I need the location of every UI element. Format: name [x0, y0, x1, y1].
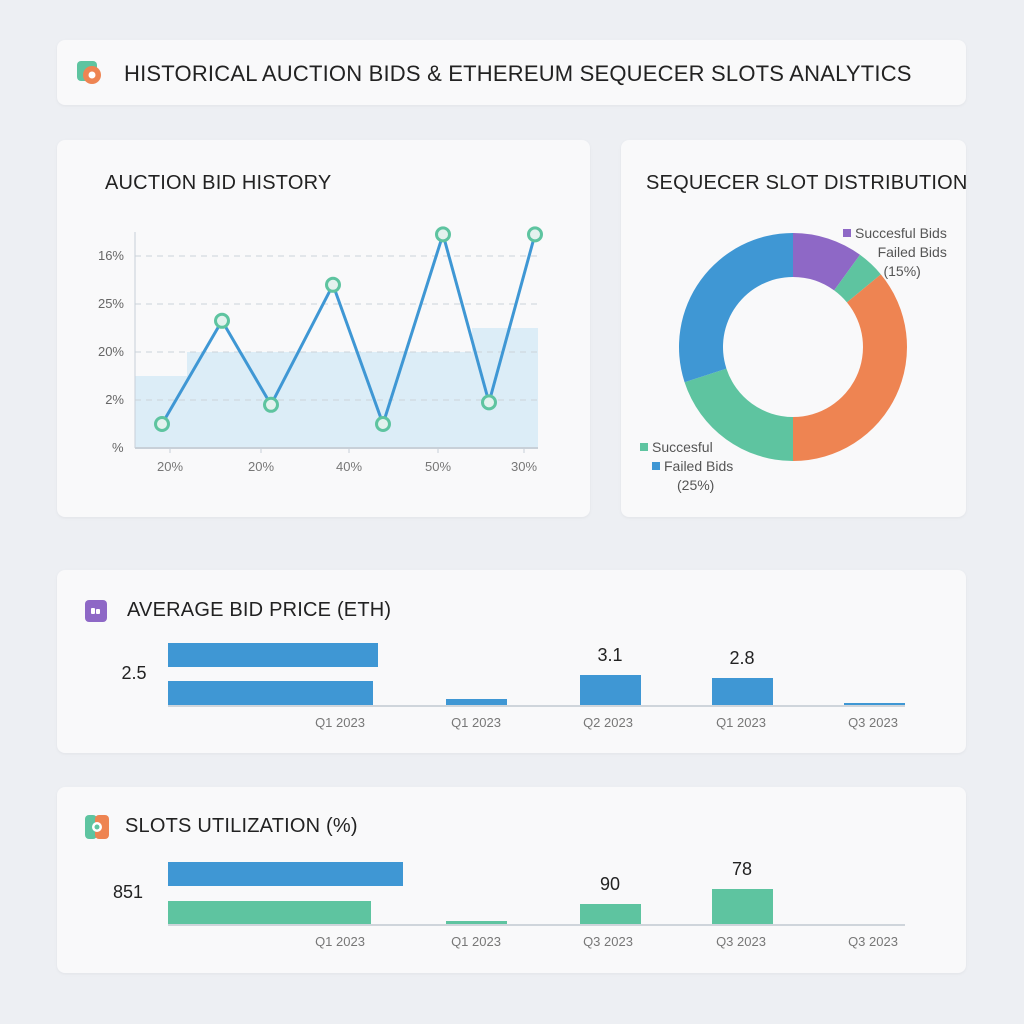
slots-x-label: Q3 2023	[716, 934, 766, 949]
y-tick-label: 25%	[97, 296, 124, 311]
legend-top: Succesful Bids Failed Bids (15%)	[843, 224, 947, 281]
data-point	[154, 416, 170, 432]
gear-icon	[85, 815, 109, 839]
bid-history-title: AUCTION BID HISTORY	[105, 172, 332, 194]
legend-item-successful-bids: Succesful Bids	[843, 224, 947, 243]
donut-slice	[834, 254, 881, 303]
avg-bid-y-tick: 2.5	[121, 663, 147, 683]
donut-slice	[678, 233, 793, 383]
avg-bid-top-bar	[168, 643, 378, 667]
avg-bid-data-label: 3.1	[597, 645, 623, 665]
data-point	[263, 396, 279, 413]
slots-data-label: 90	[599, 874, 621, 894]
donut-slice	[793, 233, 861, 291]
slots-bar	[712, 889, 773, 925]
app-logo-icon	[77, 61, 101, 84]
page-title: HISTORICAL AUCTION BIDS & ETHEREUM SEQUE…	[124, 61, 912, 86]
slots-x-label: Q1 2023	[451, 934, 501, 949]
avg-bid-x-label: Q1 2023	[451, 715, 501, 730]
y-tick-label: 20%	[97, 344, 124, 359]
slots-y-tick: 851	[112, 882, 144, 902]
bid-history-chart	[134, 226, 543, 453]
avg-bid-price-title: AVERAGE BID PRICE (ETH)	[127, 599, 392, 621]
legend-item-successful: Succesful	[640, 438, 733, 457]
avg-bid-bar	[168, 681, 373, 706]
data-point	[325, 276, 341, 293]
data-point	[214, 312, 230, 329]
donut-slice	[793, 274, 907, 461]
slot-distribution-title: SEQUECER SLOT DISTRIBUTION	[646, 172, 968, 194]
slot-distribution-card: SEQUECER SLOT DISTRIBUTION	[621, 140, 968, 517]
slots-x-label: Q1 2023	[315, 934, 365, 949]
area-fill	[135, 328, 538, 448]
x-tick-label: 30%	[510, 459, 538, 474]
legend-percent: (25%)	[677, 477, 715, 493]
data-point	[481, 394, 497, 411]
slot-distribution-donut	[678, 233, 907, 461]
avg-bid-bar	[844, 703, 905, 706]
legend-item-failed-bids: Failed Bids	[640, 457, 733, 476]
slots-bar	[446, 921, 507, 925]
legend-item-failed-bids: Failed Bids	[877, 244, 947, 260]
legend-percent: (15%)	[883, 263, 921, 279]
avg-bid-data-label: 2.8	[729, 648, 755, 668]
slots-data-label: 78	[731, 859, 753, 879]
slots-bar	[580, 904, 641, 925]
slots-top-bar	[168, 862, 403, 886]
data-point	[375, 416, 391, 432]
avg-bid-bar	[580, 675, 641, 706]
donut-slice	[684, 368, 793, 461]
data-point	[527, 226, 543, 243]
slots-utilization-title: SLOTS UTILIZATION (%)	[125, 815, 358, 837]
y-tick-label: 16%	[97, 248, 124, 263]
legend-bottom: Succesful Failed Bids (25%)	[640, 438, 733, 495]
avg-bid-x-label: Q2 2023	[583, 715, 633, 730]
data-point	[435, 226, 451, 243]
avg-bid-x-label: Q1 2023	[315, 715, 365, 730]
x-tick-label: 50%	[424, 459, 452, 474]
slots-x-label: Q3 2023	[583, 934, 633, 949]
slots-x-label: Q3 2023	[848, 934, 898, 949]
wallet-icon	[85, 600, 107, 622]
bid-line	[160, 232, 537, 426]
header-card: HISTORICAL AUCTION BIDS & ETHEREUM SEQUE…	[57, 40, 966, 105]
y-tick-label: %	[112, 440, 124, 455]
x-tick-label: 20%	[247, 459, 275, 474]
slots-utilization-card: SLOTS UTILIZATION (%)	[57, 787, 966, 973]
avg-bid-bar	[446, 699, 507, 706]
avg-bid-x-label: Q1 2023	[716, 715, 766, 730]
x-tick-label: 20%	[156, 459, 184, 474]
x-tick-label: 40%	[335, 459, 363, 474]
y-tick-label: 2%	[105, 392, 124, 407]
avg-bid-x-label: Q3 2023	[848, 715, 898, 730]
slots-bar	[168, 901, 371, 925]
avg-bid-bar	[712, 678, 773, 706]
